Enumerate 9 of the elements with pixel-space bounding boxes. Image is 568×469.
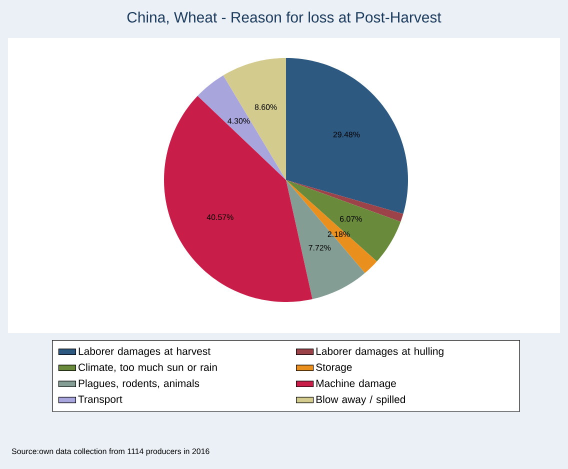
legend-label: Transport [78, 396, 122, 406]
legend-label: Blow away / spilled [316, 395, 406, 406]
legend-label: Plagues, rodents, animals [78, 379, 200, 390]
legend-label: Storage [316, 363, 352, 373]
chart-title: China, Wheat - Reason for loss at Post-Harvest [127, 12, 442, 24]
legend-label: Climate, too much sun or rain [78, 363, 217, 372]
legend-label: Laborer damages at harvest [78, 347, 210, 358]
legend-label: Machine damage [316, 379, 396, 390]
legend-label: Laborer damages at hulling [316, 347, 444, 358]
